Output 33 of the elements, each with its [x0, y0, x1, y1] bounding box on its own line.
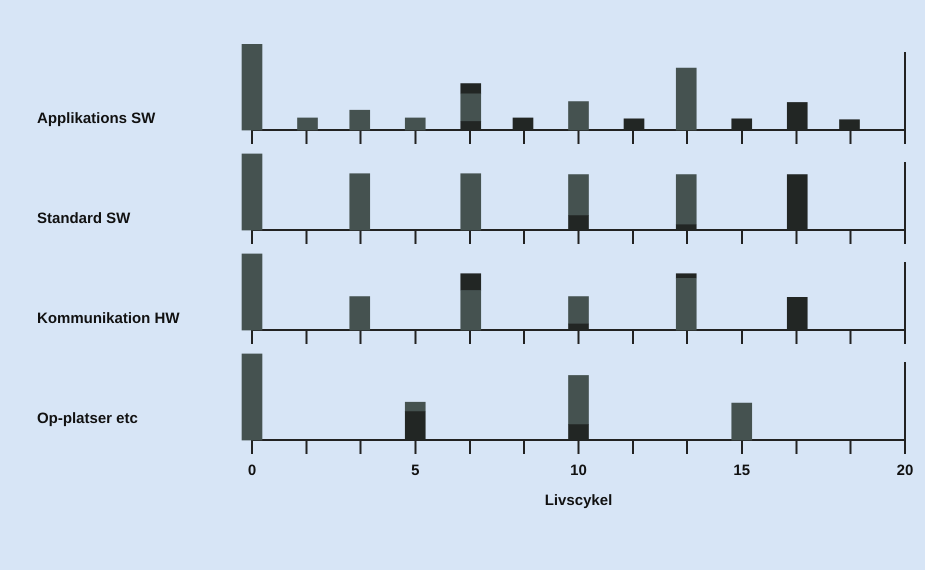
bar: [676, 174, 697, 226]
bar: [242, 44, 262, 130]
x-tick-label: 0: [248, 462, 256, 480]
y-axis-title: Applikations SW: [37, 110, 156, 127]
bar: [242, 154, 262, 230]
y-axis-title: Standard SW: [37, 210, 130, 227]
bar: [349, 110, 370, 130]
bar: [242, 254, 262, 330]
bar: [460, 173, 482, 230]
bar: [568, 296, 589, 324]
bar: [460, 94, 482, 122]
bar: [676, 278, 697, 330]
bar: [568, 101, 589, 130]
bar: [568, 174, 589, 216]
bar: [242, 354, 262, 440]
bar: [404, 118, 426, 130]
y-axis-title: Kommunikation HW: [37, 310, 180, 327]
x-tick-label: 5: [411, 462, 420, 480]
x-tick-label: 10: [570, 462, 587, 480]
x-tick-label: 15: [733, 462, 750, 480]
bar: [460, 83, 482, 94]
bar: [676, 68, 697, 130]
bar: [404, 402, 426, 412]
bar: [349, 296, 370, 330]
bar: [460, 290, 482, 330]
bar: [297, 118, 318, 130]
y-axis-title: Op-platser etc: [37, 410, 138, 427]
x-tick-label: 20: [896, 462, 914, 480]
x-axis-title: Livscykel: [544, 492, 612, 510]
bar: [460, 273, 482, 291]
bar: [568, 375, 589, 425]
bar: [349, 173, 370, 230]
bar: [731, 402, 752, 440]
